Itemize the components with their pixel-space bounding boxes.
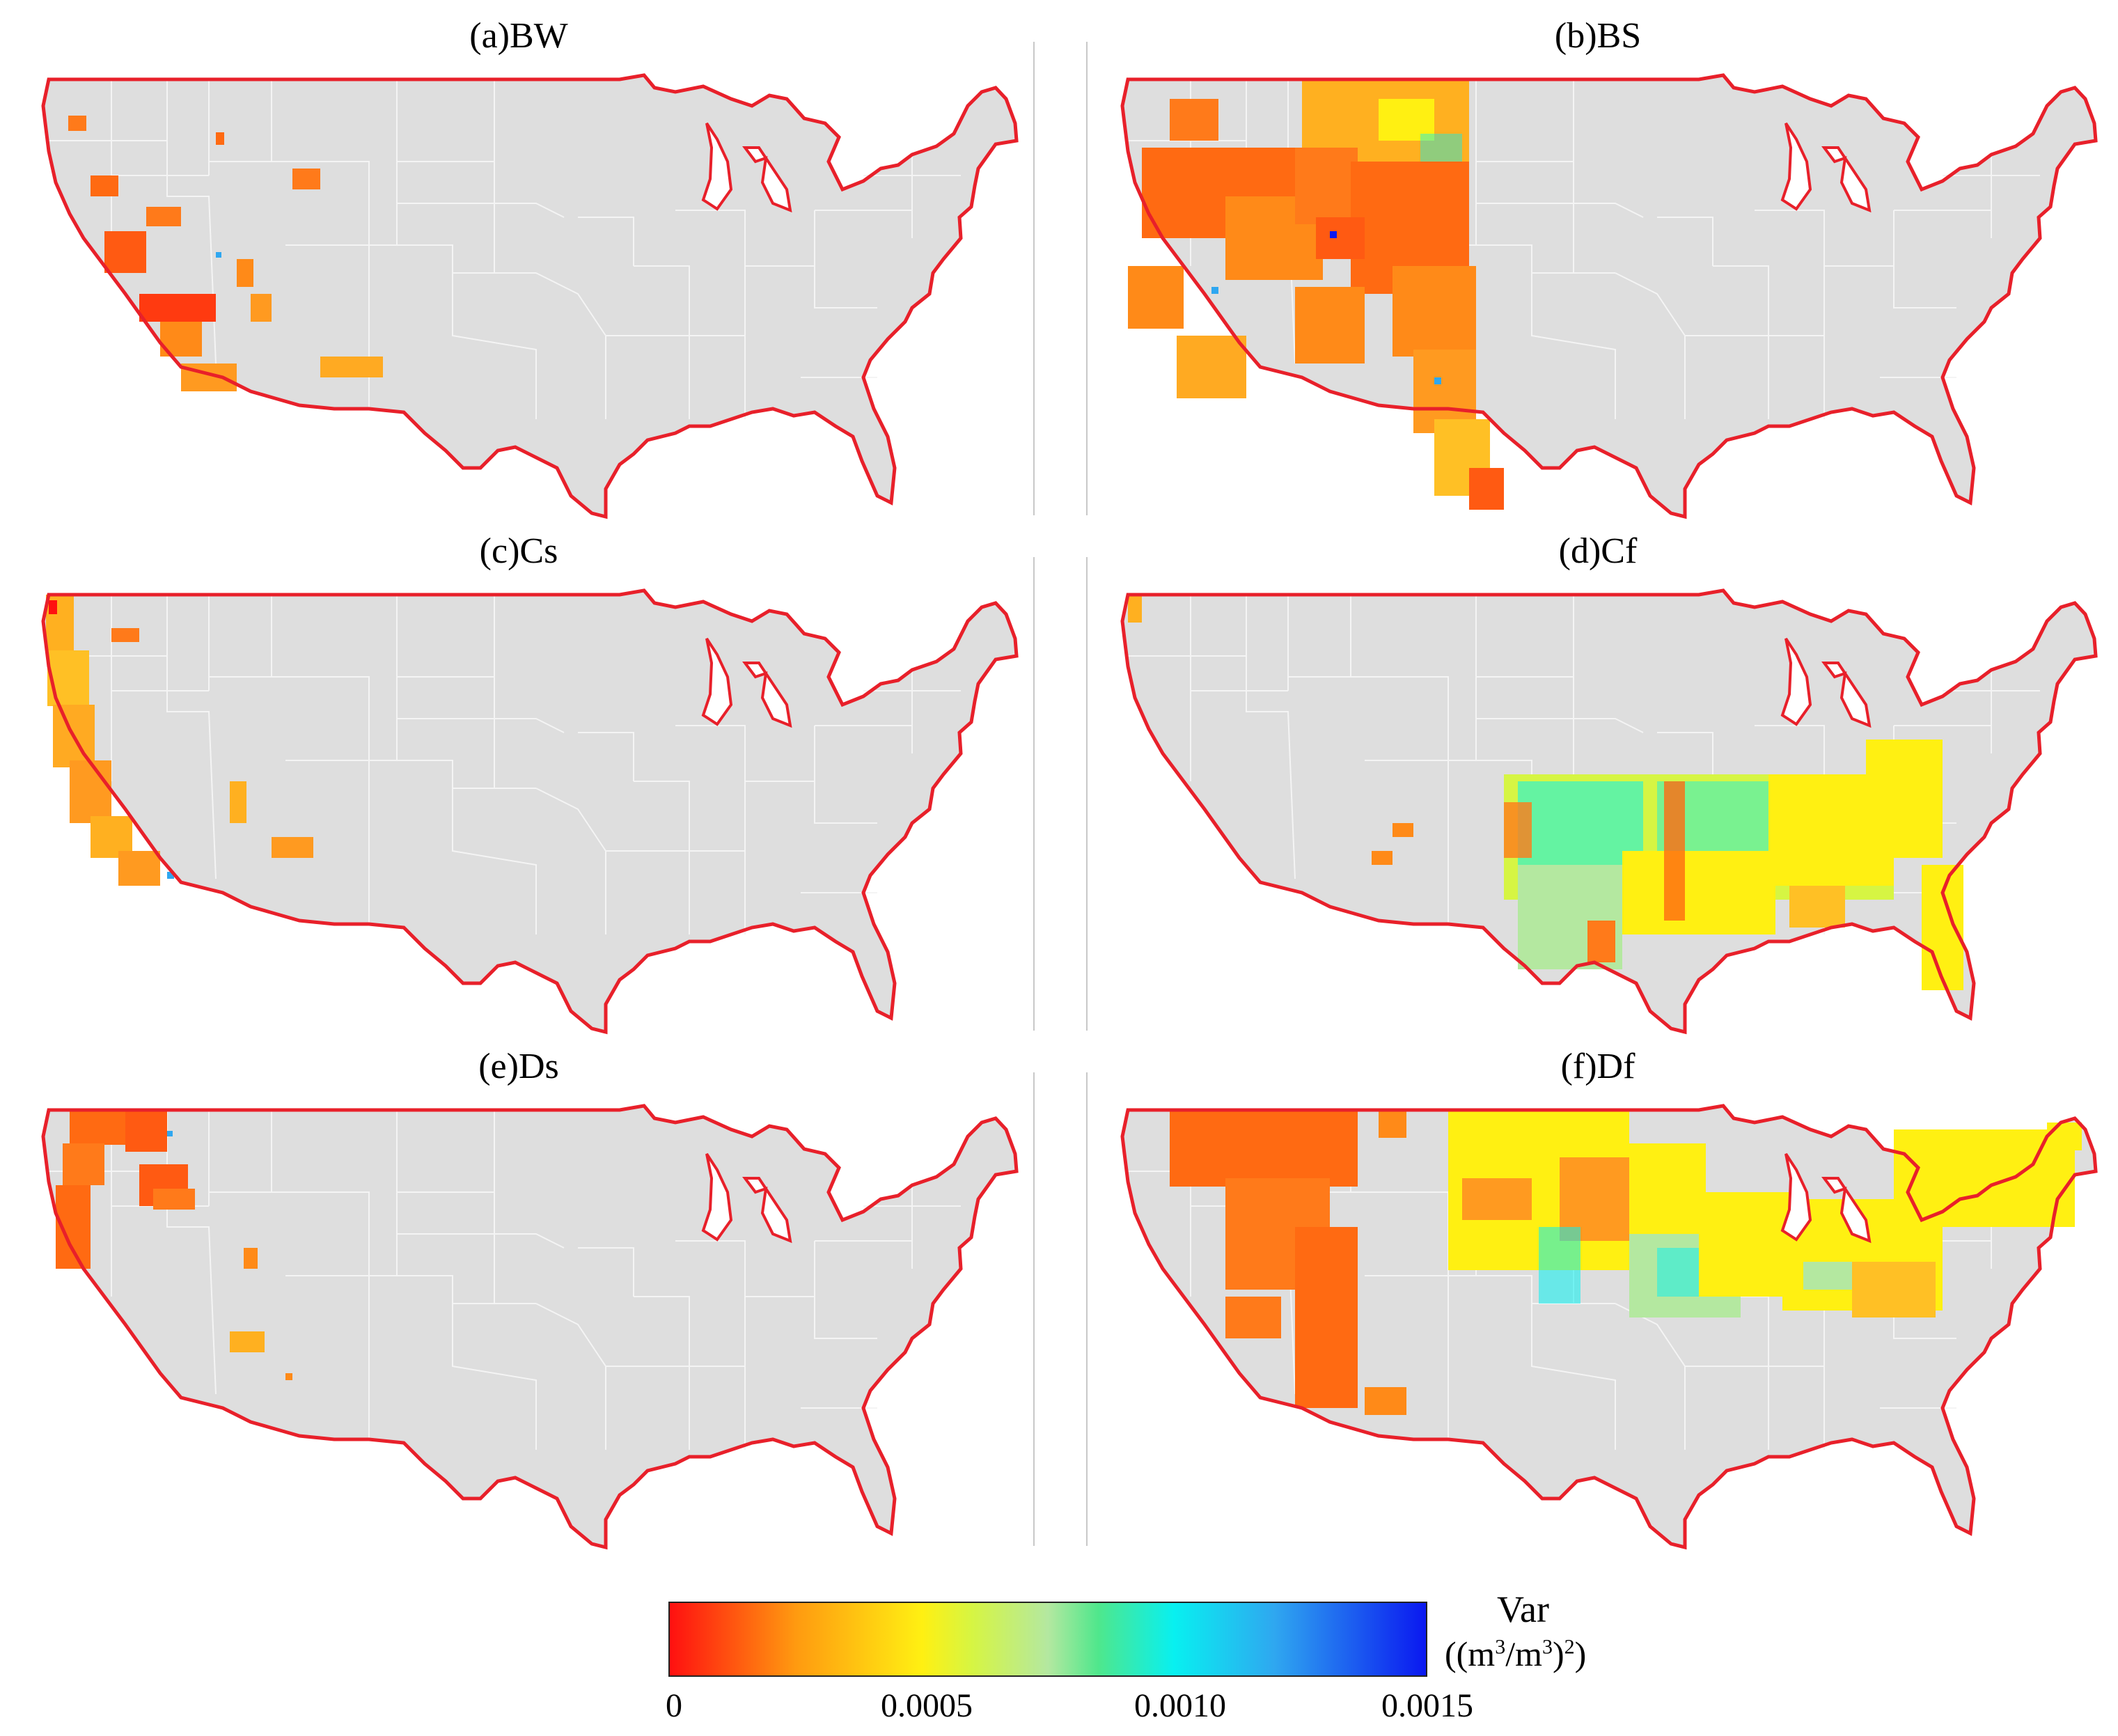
pixels-a	[68, 116, 383, 391]
panel-title-e: (e)Ds	[478, 1047, 559, 1086]
pixels-e	[56, 1110, 292, 1380]
map-f	[1086, 1088, 2110, 1561]
map-e	[7, 1088, 1030, 1561]
colorbar-unit: ((m3/m3)2)	[1445, 1634, 1587, 1673]
divider-row-2	[1033, 557, 1035, 1031]
divider-row-3-right	[1086, 1072, 1088, 1546]
colorbar-gradient	[668, 1602, 1427, 1677]
colorbar-tick-3: 0.0015	[1381, 1687, 1473, 1724]
panel-title-d: (d)Cf	[1558, 531, 1638, 571]
divider-row-2-right	[1086, 557, 1088, 1031]
divider-row-1-right	[1086, 42, 1088, 515]
colorbar-legend: 0 0.0005 0.0010 0.0015 Var ((m3/m3)2)	[666, 1567, 1671, 1734]
colorbar-title: Var	[1497, 1588, 1549, 1630]
panel-title-b: (b)BS	[1554, 16, 1642, 56]
map-c	[7, 572, 1030, 1046]
panel-a: (a)BW	[7, 14, 1030, 529]
map-a	[7, 57, 1030, 531]
colorbar-tick-2: 0.0010	[1134, 1687, 1226, 1724]
map-b	[1086, 57, 2110, 531]
pixels-d	[1128, 595, 1963, 990]
divider-row-1	[1033, 42, 1035, 515]
panel-d: (d)Cf	[1086, 529, 2110, 1045]
colorbar-tick-1: 0.0005	[881, 1687, 973, 1724]
panel-b: (b)BS	[1086, 14, 2110, 529]
panel-title-c: (c)Cs	[479, 531, 558, 571]
pixels-b	[1128, 79, 1504, 510]
panel-c: (c)Cs	[7, 529, 1030, 1045]
panel-f: (f)Df	[1086, 1045, 2110, 1560]
colorbar-tick-0: 0	[666, 1687, 682, 1724]
map-d	[1086, 572, 2110, 1046]
panel-e: (e)Ds	[7, 1045, 1030, 1560]
divider-row-3	[1033, 1072, 1035, 1546]
panel-title-f: (f)Df	[1560, 1047, 1635, 1086]
panel-title-a: (a)BW	[469, 16, 568, 56]
pixels-f	[1170, 1110, 2082, 1415]
